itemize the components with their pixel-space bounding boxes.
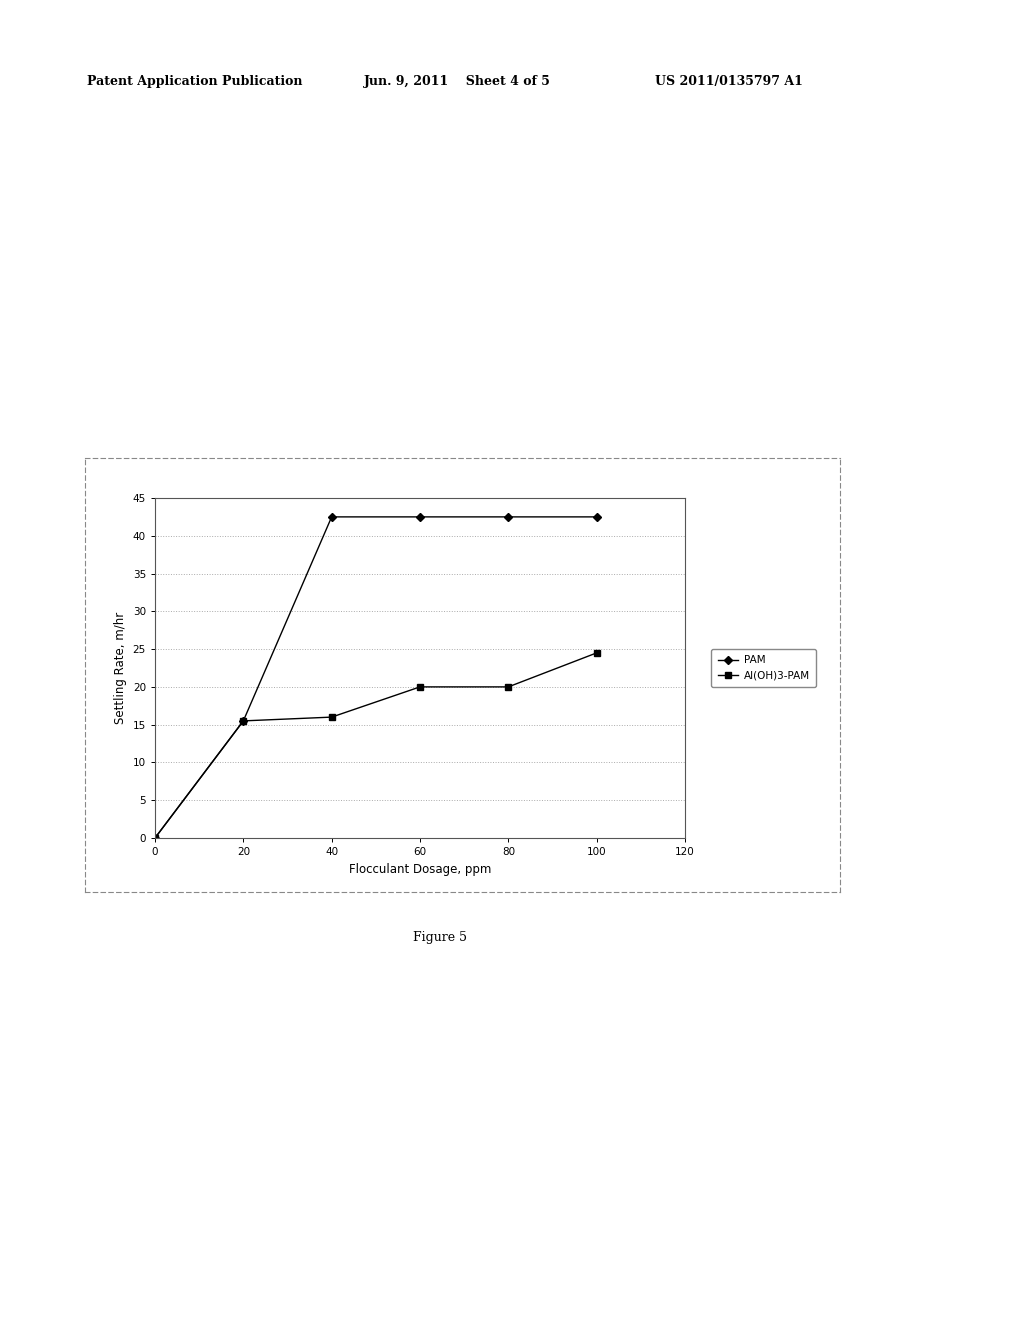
PAM <box>238 713 250 729</box>
Al(OH)3-PAM <box>414 678 426 694</box>
Al(OH)3-PAM <box>326 709 338 725</box>
Al(OH)3-PAM <box>148 830 161 846</box>
Line: Al(OH)3-PAM: Al(OH)3-PAM <box>153 651 599 841</box>
Y-axis label: Settling Rate, m/hr: Settling Rate, m/hr <box>114 612 127 725</box>
Al(OH)3-PAM <box>591 645 603 661</box>
Text: US 2011/0135797 A1: US 2011/0135797 A1 <box>655 75 803 88</box>
Line: PAM: PAM <box>153 513 599 841</box>
Al(OH)3-PAM <box>238 713 250 729</box>
Text: Figure 5: Figure 5 <box>414 931 467 944</box>
Al(OH)3-PAM <box>502 678 514 694</box>
PAM <box>502 510 514 525</box>
X-axis label: Flocculant Dosage, ppm: Flocculant Dosage, ppm <box>349 862 492 875</box>
PAM <box>148 830 161 846</box>
Legend: PAM, Al(OH)3-PAM: PAM, Al(OH)3-PAM <box>712 649 816 686</box>
Text: Patent Application Publication: Patent Application Publication <box>87 75 302 88</box>
PAM <box>326 510 338 525</box>
PAM <box>414 510 426 525</box>
Text: Jun. 9, 2011    Sheet 4 of 5: Jun. 9, 2011 Sheet 4 of 5 <box>364 75 550 88</box>
PAM <box>591 510 603 525</box>
